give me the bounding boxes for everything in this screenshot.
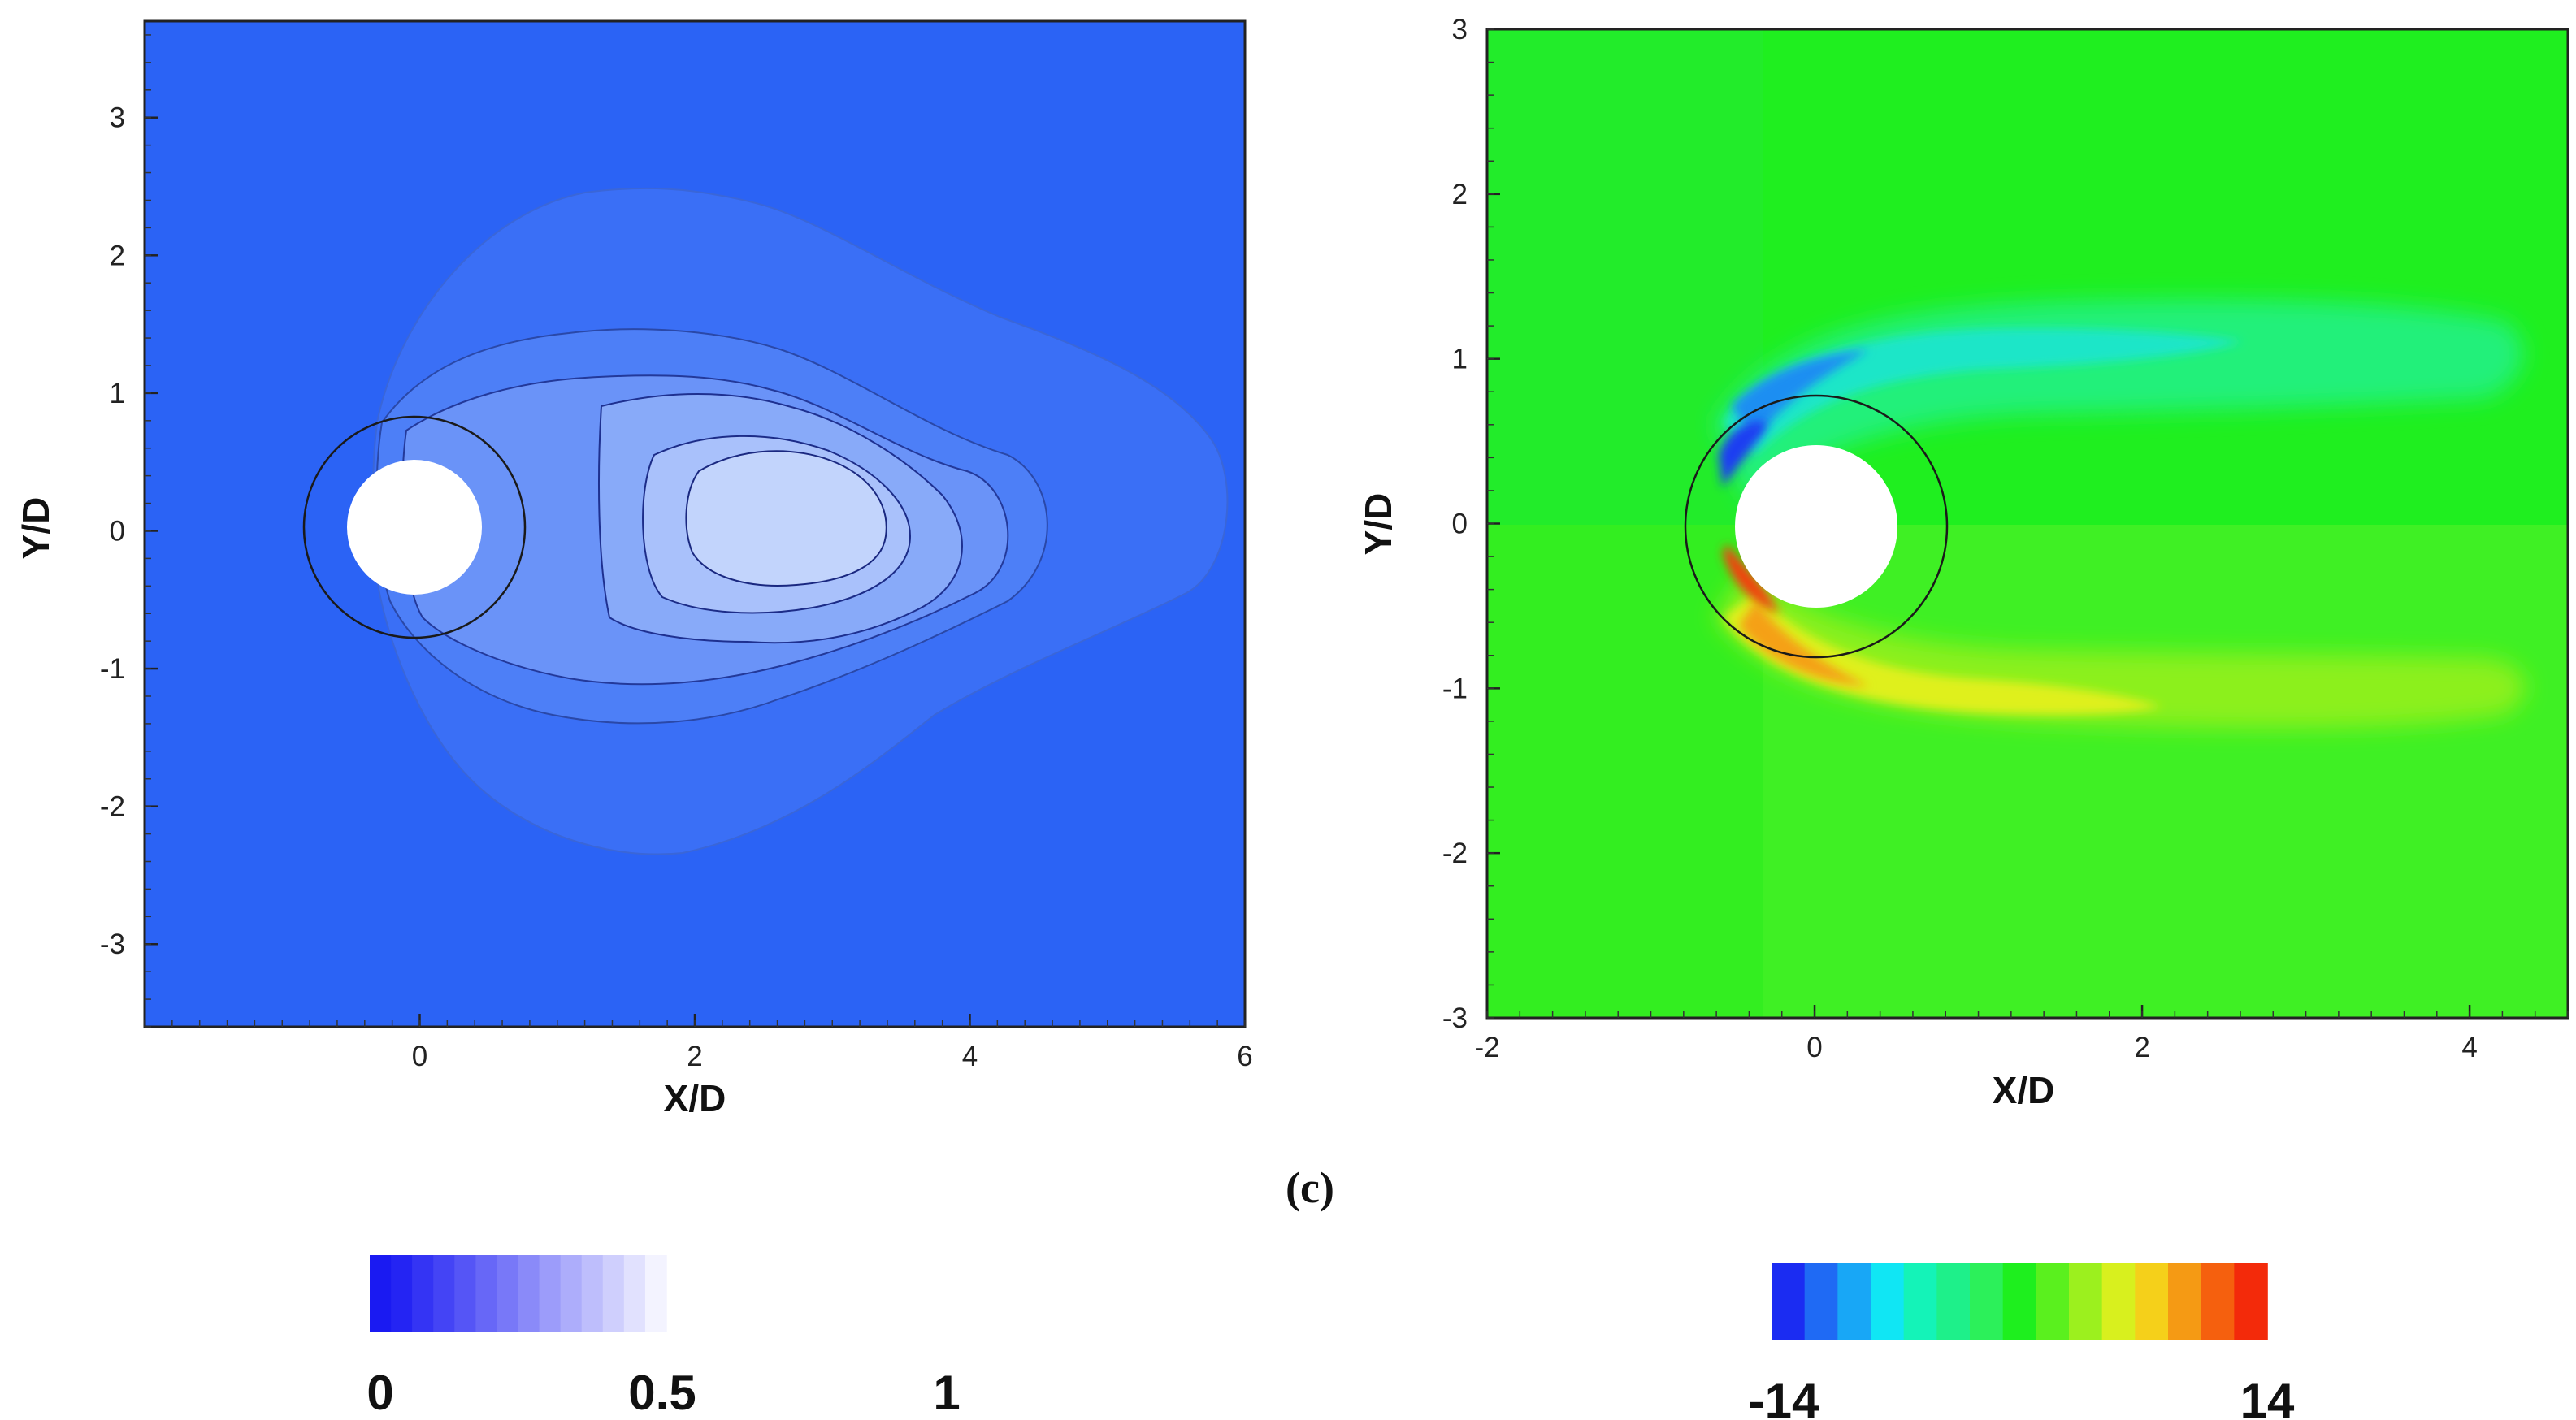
right-colorbar-swatch — [1903, 1263, 1938, 1340]
right-colorbar-tick-label: -14 — [1749, 1374, 1819, 1420]
right-xtick-label: 4 — [2461, 1032, 2477, 1063]
right-colorbar-labels: -14 14 — [1749, 1374, 2295, 1420]
upper-vortex-spot — [1719, 422, 1767, 487]
left-xtick-label: 4 — [962, 1041, 978, 1072]
left-colorbar-swatch — [581, 1255, 604, 1332]
left-colorbar-tick-label: 1 — [933, 1366, 960, 1420]
right-colorbar-swatch — [1804, 1263, 1839, 1340]
right-colorbar-swatch — [2168, 1263, 2202, 1340]
right-colorbar — [1772, 1263, 2268, 1340]
reference-circle — [1684, 394, 1949, 659]
right-colorbar-swatch — [1871, 1263, 1905, 1340]
right-ytick-label: 3 — [1452, 14, 1468, 45]
right-colorbar-tick-label: 14 — [2240, 1374, 2295, 1420]
right-ytick-label: -2 — [1442, 838, 1468, 869]
right-colorbar-swatch — [2101, 1263, 2136, 1340]
right-ytick-label: 1 — [1452, 344, 1468, 375]
left-ytick-label: 0 — [110, 515, 125, 547]
left-colorbar-swatch — [475, 1255, 498, 1332]
left-xtick-label: 2 — [687, 1041, 702, 1072]
right-ytick-label: -1 — [1442, 673, 1468, 704]
left-colorbar-swatch — [370, 1255, 392, 1332]
left-axis-ticks — [144, 34, 1247, 1028]
right-ylabel: Y/D — [1357, 493, 1399, 556]
left-tick-labels: 0 2 4 6 3 2 1 0 -1 -2 -3 — [100, 102, 1253, 1072]
upper-shear-layer-min — [1731, 349, 1869, 439]
right-colorbar-swatch — [2234, 1263, 2268, 1340]
left-ytick-label: -2 — [100, 791, 125, 823]
cylinder — [347, 460, 482, 595]
right-colorbar-swatch — [1936, 1263, 1971, 1340]
right-ytick-label: 0 — [1452, 509, 1468, 540]
right-axis-ticks — [1485, 28, 2569, 1020]
left-colorbar-swatch — [623, 1255, 646, 1332]
right-colorbar-swatch — [2036, 1263, 2070, 1340]
left-colorbar-swatch — [454, 1255, 477, 1332]
right-colorbar-swatch — [1837, 1263, 1871, 1340]
left-xtick-label: 6 — [1237, 1041, 1252, 1072]
upper-shear-layer-core — [1723, 328, 2243, 455]
contour-band-6 — [685, 450, 887, 587]
lower-shear-layer-core — [1723, 593, 2162, 715]
right-colorbar-swatch — [1772, 1263, 1806, 1340]
left-colorbar — [370, 1255, 667, 1332]
right-ytick-label: -3 — [1442, 1002, 1468, 1034]
right-xtick-label: 0 — [1806, 1032, 1822, 1063]
left-colorbar-labels: 0 0.5 1 — [366, 1366, 960, 1420]
reference-circle — [302, 415, 527, 639]
left-colorbar-swatch — [433, 1255, 456, 1332]
left-colorbar-swatch — [412, 1255, 435, 1332]
right-colorbar-swatch — [2135, 1263, 2169, 1340]
left-ylabel: Y/D — [15, 497, 57, 560]
left-colorbar-swatch — [644, 1255, 667, 1332]
right-xtick-label: 2 — [2134, 1032, 2149, 1063]
right-colorbar-swatch — [2201, 1263, 2236, 1340]
lower-vortex-spot — [1723, 544, 1780, 613]
left-ytick-label: -1 — [100, 653, 125, 685]
left-ytick-label: 3 — [110, 102, 125, 134]
left-colorbar-swatch — [391, 1255, 413, 1332]
cylinder — [1735, 445, 1897, 608]
right-xlabel: X/D — [1993, 1069, 2055, 1111]
left-ytick-label: 2 — [110, 240, 125, 271]
right-ytick-label: 2 — [1452, 179, 1468, 210]
left-xlabel: X/D — [664, 1077, 726, 1119]
left-ytick-label: -3 — [100, 929, 125, 960]
left-colorbar-swatch — [602, 1255, 625, 1332]
panel-caption: (c) — [1286, 1163, 1334, 1212]
left-xtick-label: 0 — [412, 1041, 427, 1072]
left-colorbar-swatch — [560, 1255, 583, 1332]
left-contour-plot: 0 2 4 6 3 2 1 0 -1 -2 -3 X/D Y/D — [15, 19, 1253, 1119]
right-xtick-label: -2 — [1474, 1032, 1499, 1063]
left-colorbar-tick-label: 0.5 — [628, 1366, 696, 1420]
lower-shear-layer-max — [1739, 601, 1869, 686]
right-colorbar-swatch — [2069, 1263, 2103, 1340]
right-upstream-lower — [1487, 525, 1763, 1018]
left-ytick-label: 1 — [110, 378, 125, 409]
right-colorbar-swatch — [2002, 1263, 2037, 1340]
left-colorbar-swatch — [497, 1255, 519, 1332]
right-colorbar-swatch — [1970, 1263, 2004, 1340]
left-colorbar-tick-label: 0 — [366, 1366, 393, 1420]
right-lower-wake-region — [1763, 525, 2568, 1018]
left-colorbar-swatch — [518, 1255, 540, 1332]
left-colorbar-swatch — [539, 1255, 562, 1332]
